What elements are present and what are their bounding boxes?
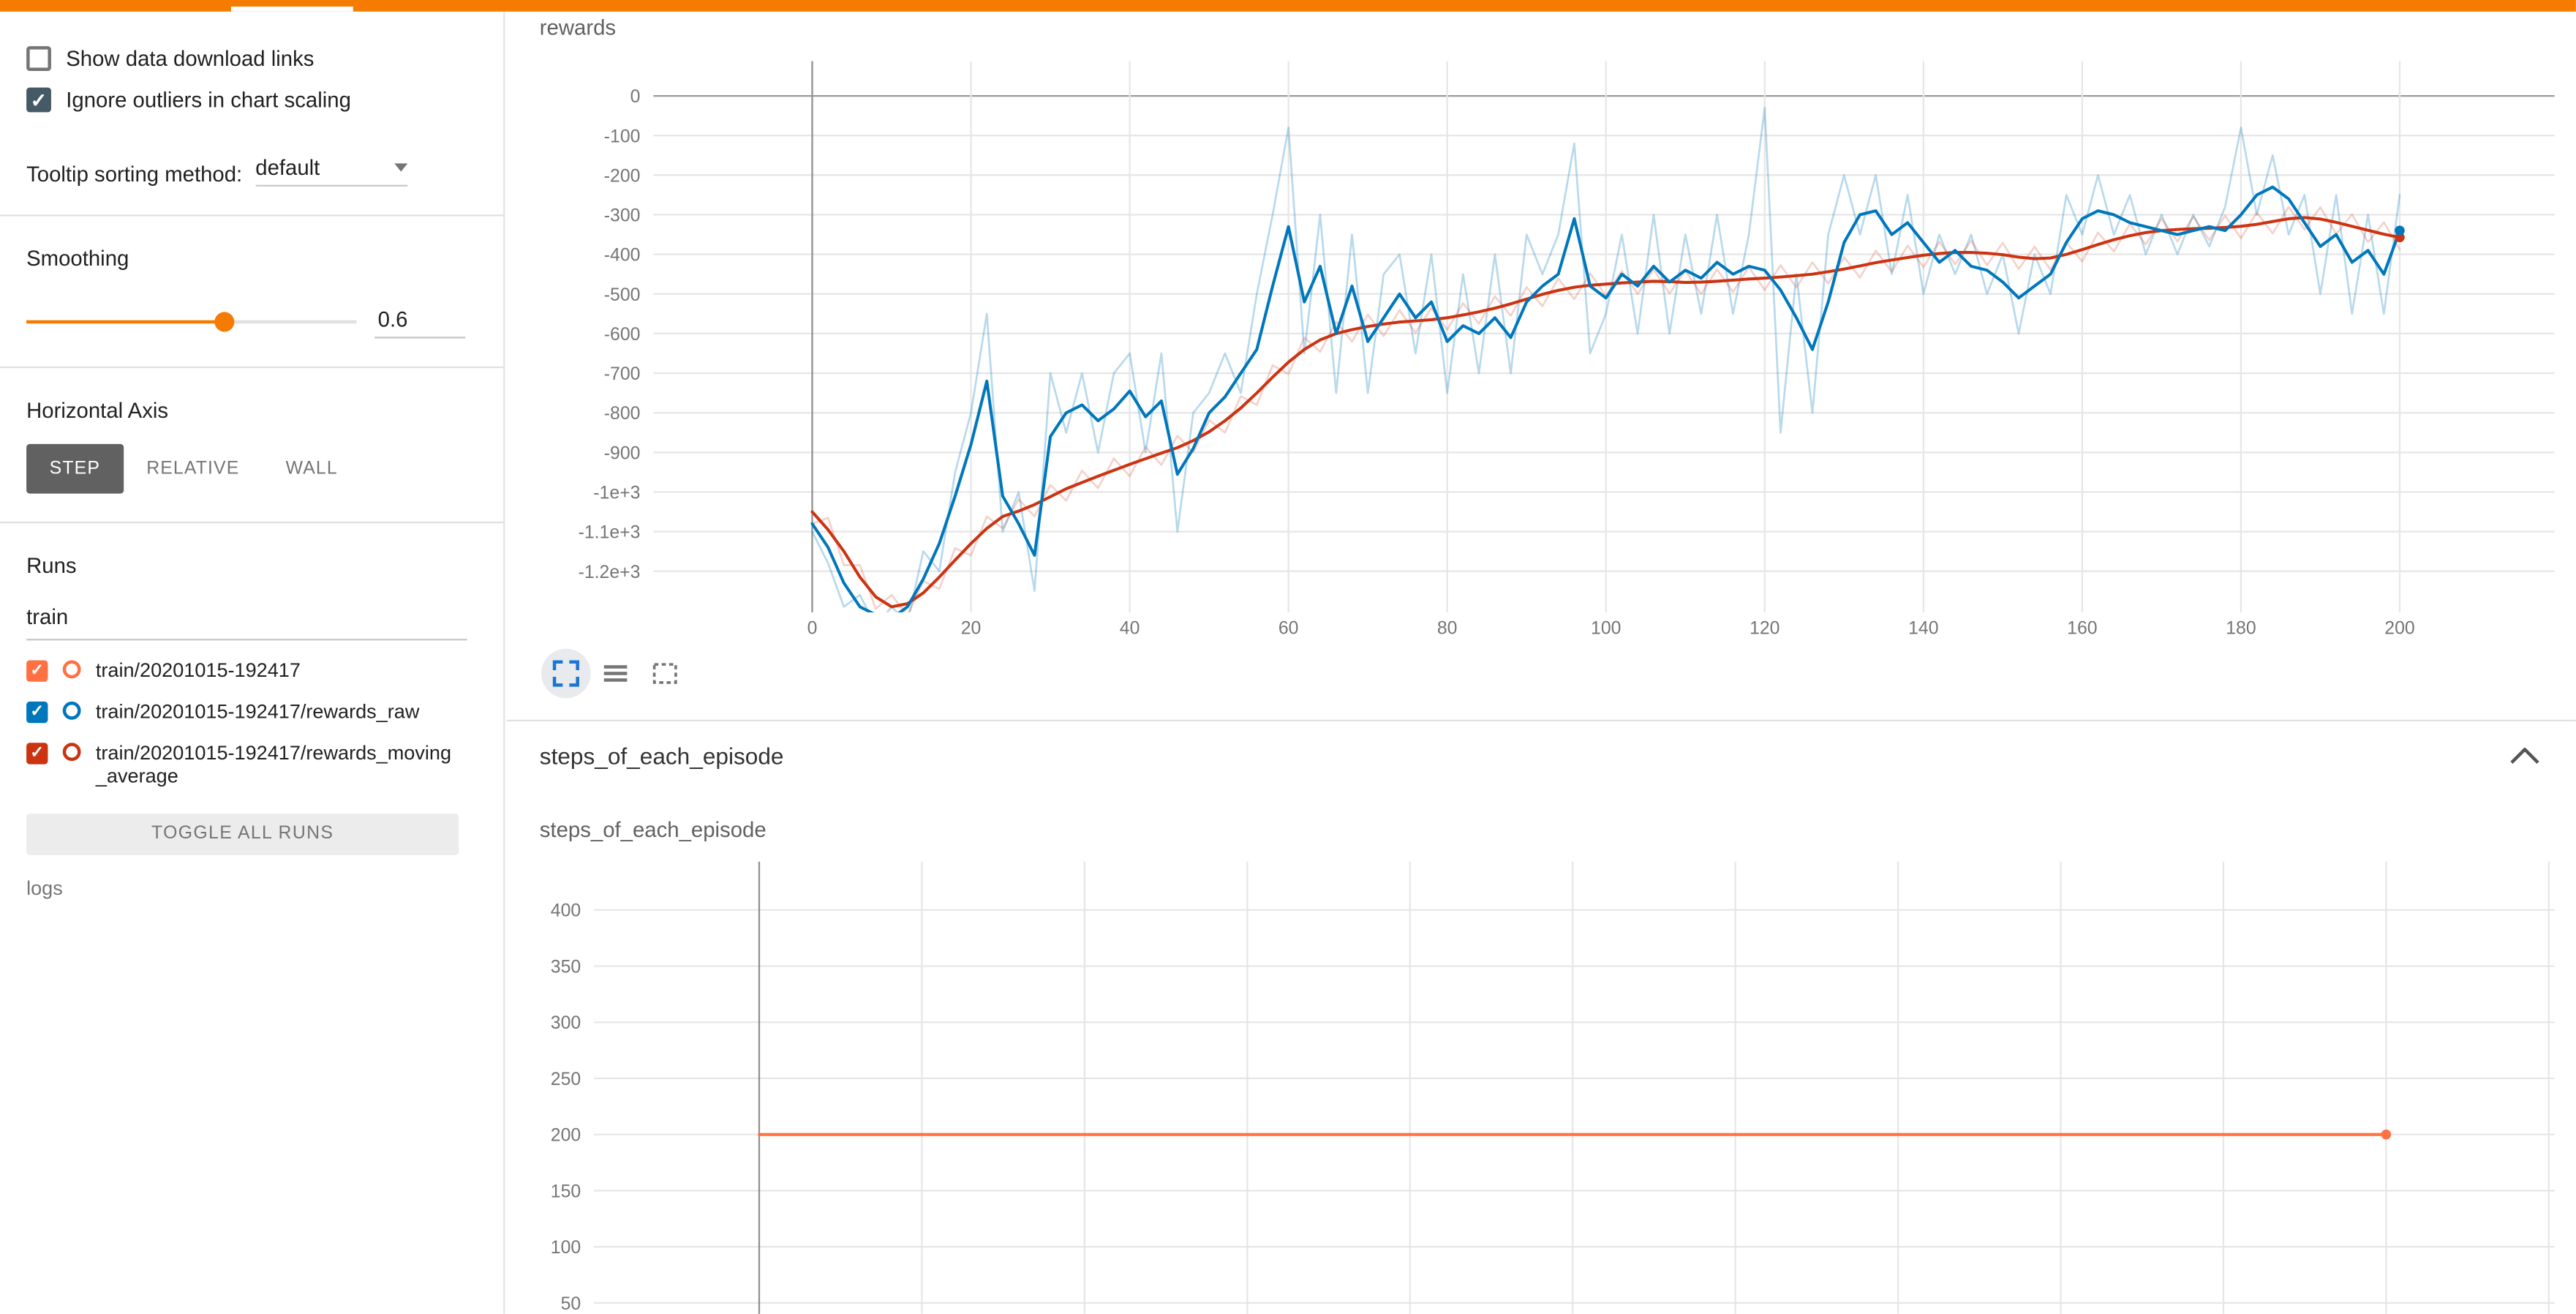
show-data-download-links-row: ✓ Show data download links [0, 46, 503, 72]
smoothing-slider[interactable] [26, 309, 357, 333]
svg-text:250: 250 [551, 1070, 581, 1089]
svg-text:-500: -500 [604, 285, 641, 305]
run-label: train/20201015-192417/rewards_raw [95, 699, 420, 724]
sidebar-divider [0, 366, 504, 369]
smoothing-value-input[interactable] [374, 304, 466, 339]
run-row-train: ✓ train/20201015-192417 [0, 658, 503, 682]
svg-text:20: 20 [961, 618, 982, 638]
show-data-download-links-checkbox[interactable]: ✓ [26, 46, 51, 72]
svg-text:-1e+3: -1e+3 [593, 484, 640, 503]
svg-text:350: 350 [551, 957, 581, 977]
top-app-bar [0, 0, 2576, 12]
run-isolate-toggle[interactable] [62, 702, 81, 721]
axis-step-button[interactable]: STEP [26, 443, 124, 494]
run-row-rewards-raw: ✓ train/20201015-192417/rewards_raw [0, 700, 503, 724]
svg-text:160: 160 [2067, 618, 2097, 638]
svg-text:-400: -400 [604, 246, 641, 266]
run-isolate-toggle[interactable] [62, 743, 81, 762]
svg-text:100: 100 [551, 1238, 581, 1258]
show-data-download-links-label: Show data download links [66, 46, 315, 72]
run-label: train/20201015-192417/rewards_moving_ave… [95, 741, 452, 789]
svg-text:-900: -900 [604, 443, 641, 463]
fit-domain-icon[interactable] [640, 649, 690, 699]
slider-thumb[interactable] [214, 311, 235, 331]
svg-text:-1.1e+3: -1.1e+3 [579, 523, 641, 543]
fullscreen-icon[interactable] [541, 648, 591, 699]
horizontal-axis-buttons: STEP RELATIVE WALL [0, 443, 503, 494]
svg-text:100: 100 [1591, 618, 1621, 638]
section-divider [506, 719, 2576, 721]
steps-chart[interactable]: 400 350 300 250 200 150 100 50 [545, 853, 2575, 1314]
svg-text:0: 0 [630, 87, 641, 107]
slider-fill [26, 319, 225, 323]
steps-section-header[interactable]: steps_of_each_episode [507, 721, 2576, 791]
tooltip-sorting-row: Tooltip sorting method: default [0, 155, 503, 187]
svg-text:200: 200 [2384, 618, 2414, 638]
svg-text:-200: -200 [604, 166, 641, 186]
check-icon: ✓ [30, 661, 45, 680]
tooltip-sorting-value: default [255, 155, 320, 180]
svg-text:-300: -300 [604, 206, 641, 226]
active-tab-indicator [230, 7, 353, 12]
svg-text:60: 60 [1278, 618, 1299, 638]
ignore-outliers-label: Ignore outliers in chart scaling [66, 87, 351, 113]
data-table-icon[interactable] [591, 649, 641, 699]
check-icon: ✓ [30, 702, 45, 721]
svg-text:80: 80 [1437, 618, 1458, 638]
chevron-up-icon[interactable] [2510, 743, 2540, 769]
sidebar-divider [0, 521, 504, 524]
logdir-label: logs [26, 876, 63, 899]
main-panel: rewards 0 -100 -200 -300 -400 -500 -600 -700 -80… [506, 11, 2576, 1314]
svg-text:140: 140 [1908, 618, 1938, 638]
check-icon: ✓ [30, 88, 48, 112]
horizontal-axis-label: Horizontal Axis [26, 397, 169, 423]
svg-text:40: 40 [1120, 618, 1140, 638]
svg-text:400: 400 [551, 901, 581, 921]
runs-label: Runs [26, 552, 77, 578]
run-checkbox[interactable]: ✓ [26, 702, 48, 724]
svg-text:120: 120 [1750, 618, 1780, 638]
rewards-chart[interactable]: 0 -100 -200 -300 -400 -500 -600 -700 -800 -900 -1e… [545, 45, 2575, 639]
run-row-rewards-moving-average: ✓ train/20201015-192417/rewards_moving_a… [0, 742, 503, 789]
run-isolate-toggle[interactable] [62, 660, 81, 679]
svg-text:180: 180 [2226, 618, 2256, 638]
tooltip-sorting-select[interactable]: default [255, 155, 407, 187]
smoothing-row [0, 304, 503, 339]
svg-text:-600: -600 [604, 325, 641, 345]
svg-text:200: 200 [551, 1126, 581, 1146]
svg-text:50: 50 [561, 1294, 581, 1314]
runs-filter-input[interactable] [26, 601, 467, 641]
rewards-chart-title: rewards [539, 15, 617, 40]
svg-text:-100: -100 [604, 127, 641, 146]
run-label: train/20201015-192417 [95, 658, 301, 682]
check-icon: ✓ [30, 744, 45, 762]
chevron-down-icon [393, 163, 407, 172]
svg-text:-800: -800 [604, 404, 641, 424]
axis-wall-button[interactable]: WALL [263, 444, 361, 494]
rewards-chart-toolbar [541, 648, 2576, 699]
run-checkbox[interactable]: ✓ [26, 660, 48, 682]
tooltip-sorting-label: Tooltip sorting method: [26, 162, 243, 187]
smoothing-label: Smoothing [26, 246, 129, 271]
svg-text:-1.2e+3: -1.2e+3 [579, 563, 641, 582]
svg-text:0: 0 [807, 618, 818, 638]
svg-text:150: 150 [551, 1182, 581, 1201]
ignore-outliers-row: ✓ Ignore outliers in chart scaling [0, 87, 503, 113]
axis-relative-button[interactable]: RELATIVE [124, 444, 263, 494]
steps-section-title: steps_of_each_episode [539, 743, 784, 770]
svg-text:-700: -700 [604, 364, 641, 384]
svg-text:300: 300 [551, 1013, 581, 1033]
scalars-settings-sidebar: ✓ Show data download links ✓ Ignore outl… [0, 11, 505, 1314]
run-checkbox[interactable]: ✓ [26, 743, 48, 765]
toggle-all-runs-button[interactable]: TOGGLE ALL RUNS [26, 813, 459, 855]
steps-chart-title: steps_of_each_episode [539, 816, 767, 842]
sidebar-divider [0, 214, 504, 217]
ignore-outliers-checkbox[interactable]: ✓ [26, 87, 51, 113]
